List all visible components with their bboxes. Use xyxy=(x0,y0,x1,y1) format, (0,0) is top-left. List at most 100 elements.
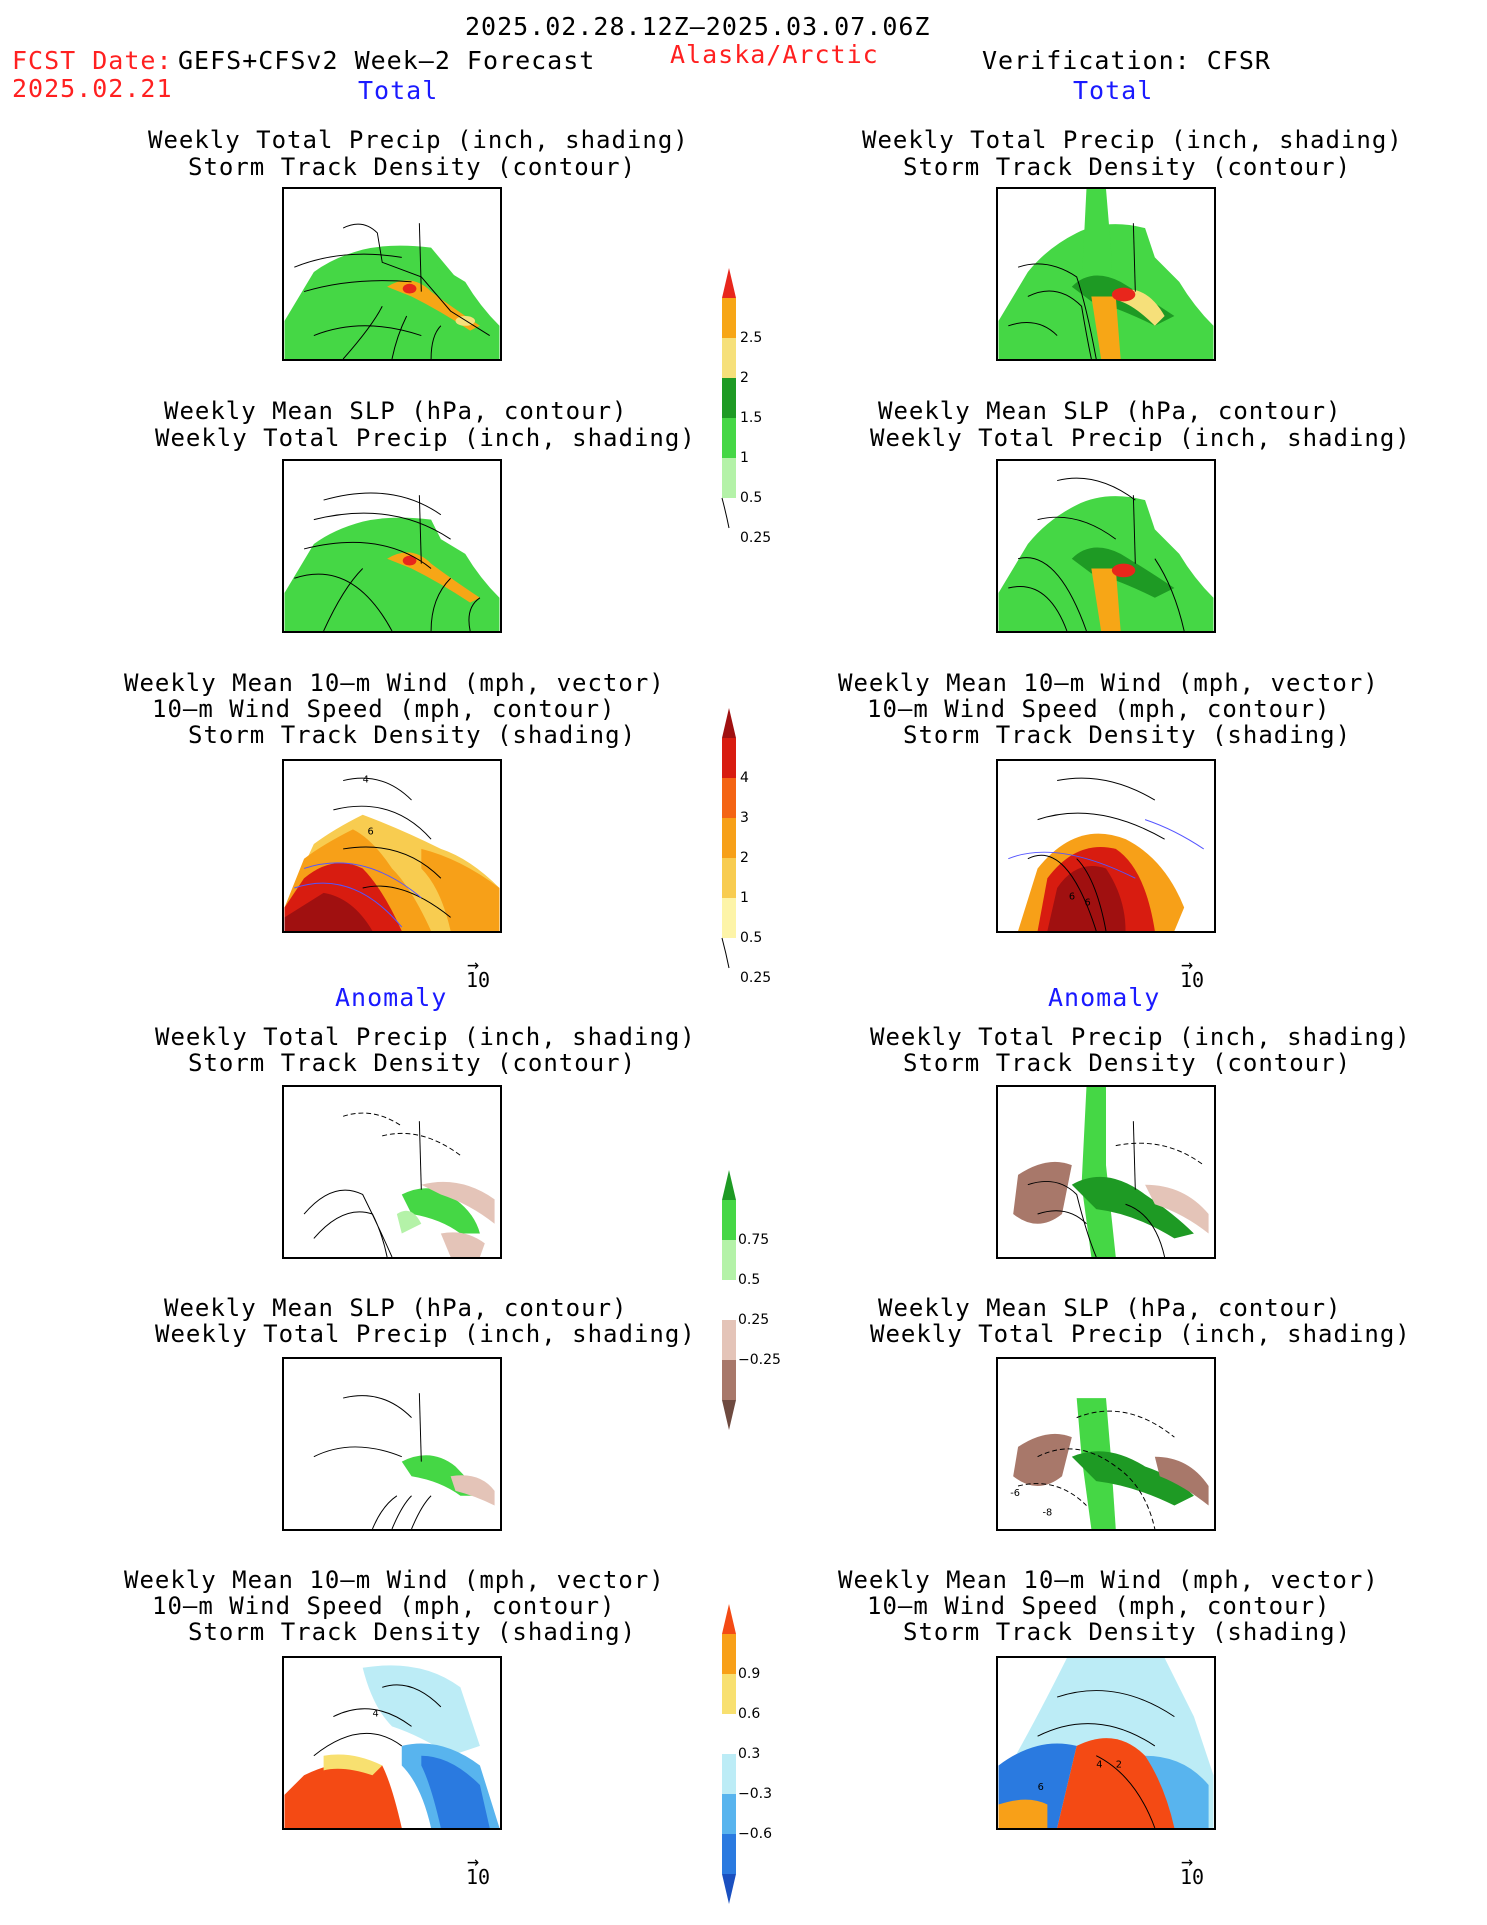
title-r1-b: Storm Track Density (contour) xyxy=(903,153,1352,181)
title-l2-b: Weekly Total Precip (inch, shading) xyxy=(155,424,696,452)
title-r2-a: Weekly Mean SLP (hPa, contour) xyxy=(878,397,1342,425)
anom-storm-swatch xyxy=(722,1754,736,1794)
contour-label: -8 xyxy=(1042,1507,1052,1518)
vector-ref-arrow-icon: → xyxy=(1181,1849,1194,1873)
colorbar-anom-storm-svg: 0.9 0.6 0.3 −0.3 −0.6 xyxy=(722,1604,772,1904)
colorbar-anom-precip-svg: 0.75 0.5 0.25 −0.25 xyxy=(722,1170,781,1430)
map-anom-precip-storm-verification-svg xyxy=(1013,1087,1209,1257)
map-total-wind-storm-forecast-svg: 4 6 xyxy=(284,774,500,931)
anom-precip-swatch xyxy=(722,1240,736,1280)
anom-storm-swatch xyxy=(722,1834,736,1874)
title-l1-b: Storm Track Density (contour) xyxy=(188,153,637,181)
anom-storm-tick-label: 0.3 xyxy=(738,1746,760,1762)
anom-storm-tick-label: −0.3 xyxy=(738,1786,772,1802)
total-storm-top-triangle xyxy=(722,708,736,738)
anom-storm-tick-label: −0.6 xyxy=(738,1826,772,1842)
total-precip-swatch xyxy=(722,458,736,498)
title-l1-a: Weekly Total Precip (inch, shading) xyxy=(148,126,689,154)
title-l4-a: Weekly Total Precip (inch, shading) xyxy=(155,1023,696,1051)
total-storm-swatch xyxy=(722,778,736,818)
colorbar-total-storm-svg: 4 3 2 1 0.5 0.25 xyxy=(721,708,771,986)
anom-storm-tick-label: 0.9 xyxy=(738,1666,760,1682)
anom-precip-swatch xyxy=(722,1360,736,1400)
contour-label: 6 xyxy=(368,826,374,837)
total-precip-top-triangle xyxy=(722,268,736,298)
title-l6-a: Weekly Mean 10–m Wind (mph, vector) xyxy=(124,1566,665,1594)
anom-storm-swatch xyxy=(722,1714,736,1754)
title-r2-b: Weekly Total Precip (inch, shading) xyxy=(870,424,1411,452)
total-precip-tick-label: 0.5 xyxy=(740,490,762,506)
title-l5-a: Weekly Mean SLP (hPa, contour) xyxy=(164,1294,628,1322)
anom-storm-swatch xyxy=(722,1674,736,1714)
fcst-date-label: FCST Date: xyxy=(12,46,173,75)
region-label: Alaska/Arctic xyxy=(670,40,879,69)
total-storm-tick-label: 0.25 xyxy=(740,970,771,986)
section-total-right: Total xyxy=(1073,76,1154,105)
colorbar-anom-storm: 0.9 0.6 0.3 −0.3 −0.6 xyxy=(722,1604,792,1904)
total-precip-tick-label: 2 xyxy=(740,370,749,386)
anom-storm-bottom-triangle xyxy=(722,1874,736,1904)
map-total-precip-storm-verification xyxy=(996,187,1216,361)
section-anomaly-right: Anomaly xyxy=(1048,983,1161,1012)
vector-ref-arrow-icon: → xyxy=(467,1849,480,1873)
contour-label: 2 xyxy=(1116,1759,1122,1770)
map-anom-precip-storm-forecast xyxy=(282,1085,502,1259)
contour-label: 4 xyxy=(363,774,369,785)
total-precip-bottom-tail xyxy=(721,497,730,529)
map-anom-wind-storm-forecast-svg: 4 xyxy=(284,1665,500,1828)
anom-storm-swatch xyxy=(722,1634,736,1674)
total-storm-swatch xyxy=(722,738,736,778)
map-anom-slp-precip-forecast xyxy=(282,1357,502,1531)
title-r4-b: Storm Track Density (contour) xyxy=(903,1049,1352,1077)
total-precip-tick-label: 0.25 xyxy=(740,530,771,546)
map-total-slp-precip-forecast xyxy=(282,459,502,633)
anom-precip-top-triangle xyxy=(722,1170,736,1200)
map-total-wind-storm-verification: 6 6 xyxy=(996,759,1216,933)
total-precip-swatch xyxy=(722,338,736,378)
total-storm-tick-label: 4 xyxy=(740,770,749,786)
title-r3-b: 10–m Wind Speed (mph, contour) xyxy=(867,695,1331,723)
title-r5-a: Weekly Mean SLP (hPa, contour) xyxy=(878,1294,1342,1322)
map-anom-slp-precip-verification-svg: -6 -8 xyxy=(1010,1398,1209,1529)
anom-storm-swatch xyxy=(722,1794,736,1834)
anom-storm-tick-label: 0.6 xyxy=(738,1706,760,1722)
vector-ref-label: 10 xyxy=(1180,1865,1205,1889)
section-total-left: Total xyxy=(358,76,439,105)
map-anom-precip-storm-verification xyxy=(996,1085,1216,1259)
map-total-wind-storm-forecast: 4 6 xyxy=(282,759,502,933)
title-r6-c: Storm Track Density (shading) xyxy=(903,1618,1352,1646)
vector-ref-label: 10 xyxy=(466,968,491,992)
map-total-precip-storm-forecast xyxy=(282,187,502,361)
anom-precip-tick-label: 0.75 xyxy=(738,1232,769,1248)
title-l6-b: 10–m Wind Speed (mph, contour) xyxy=(152,1592,616,1620)
title-r3-c: Storm Track Density (shading) xyxy=(903,721,1352,749)
map-anom-slp-precip-verification: -6 -8 xyxy=(996,1357,1216,1531)
contour-label: 6 xyxy=(1038,1782,1044,1793)
anom-precip-tick-label: 0.5 xyxy=(738,1272,760,1288)
title-l3-b: 10–m Wind Speed (mph, contour) xyxy=(152,695,616,723)
title-l3-a: Weekly Mean 10–m Wind (mph, vector) xyxy=(124,669,665,697)
map-total-slp-precip-forecast-svg xyxy=(284,492,500,631)
title-r1-a: Weekly Total Precip (inch, shading) xyxy=(862,126,1403,154)
colorbar-total-precip: 2.5 2 1.5 1 0.5 0.25 xyxy=(721,268,782,562)
title-r3-a: Weekly Mean 10–m Wind (mph, vector) xyxy=(838,669,1379,697)
map-total-precip-storm-verification-svg xyxy=(998,189,1214,359)
map-anom-wind-storm-forecast: 4 xyxy=(282,1656,502,1830)
title-r6-b: 10–m Wind Speed (mph, contour) xyxy=(867,1592,1331,1620)
total-precip-swatch xyxy=(722,378,736,418)
total-precip-swatch xyxy=(722,298,736,338)
map-total-slp-precip-verification xyxy=(996,459,1216,633)
anom-precip-bottom-triangle xyxy=(722,1400,736,1430)
total-storm-tick-label: 2 xyxy=(740,850,749,866)
verification-label: Verification: CFSR xyxy=(982,46,1271,75)
title-l6-c: Storm Track Density (shading) xyxy=(188,1618,637,1646)
colorbar-anom-precip: 0.75 0.5 0.25 −0.25 xyxy=(722,1170,792,1464)
vector-ref-label: 10 xyxy=(466,1865,491,1889)
title-l2-a: Weekly Mean SLP (hPa, contour) xyxy=(164,397,628,425)
anom-precip-swatch xyxy=(722,1320,736,1360)
total-storm-tick-label: 3 xyxy=(740,810,749,826)
title-r4-a: Weekly Total Precip (inch, shading) xyxy=(870,1023,1411,1051)
map-anom-wind-storm-verification: 4 2 6 xyxy=(996,1656,1216,1830)
colorbar-total-storm: 4 3 2 1 0.5 0.25 xyxy=(721,708,782,1002)
fcst-date: 2025.02.21 xyxy=(12,74,173,103)
